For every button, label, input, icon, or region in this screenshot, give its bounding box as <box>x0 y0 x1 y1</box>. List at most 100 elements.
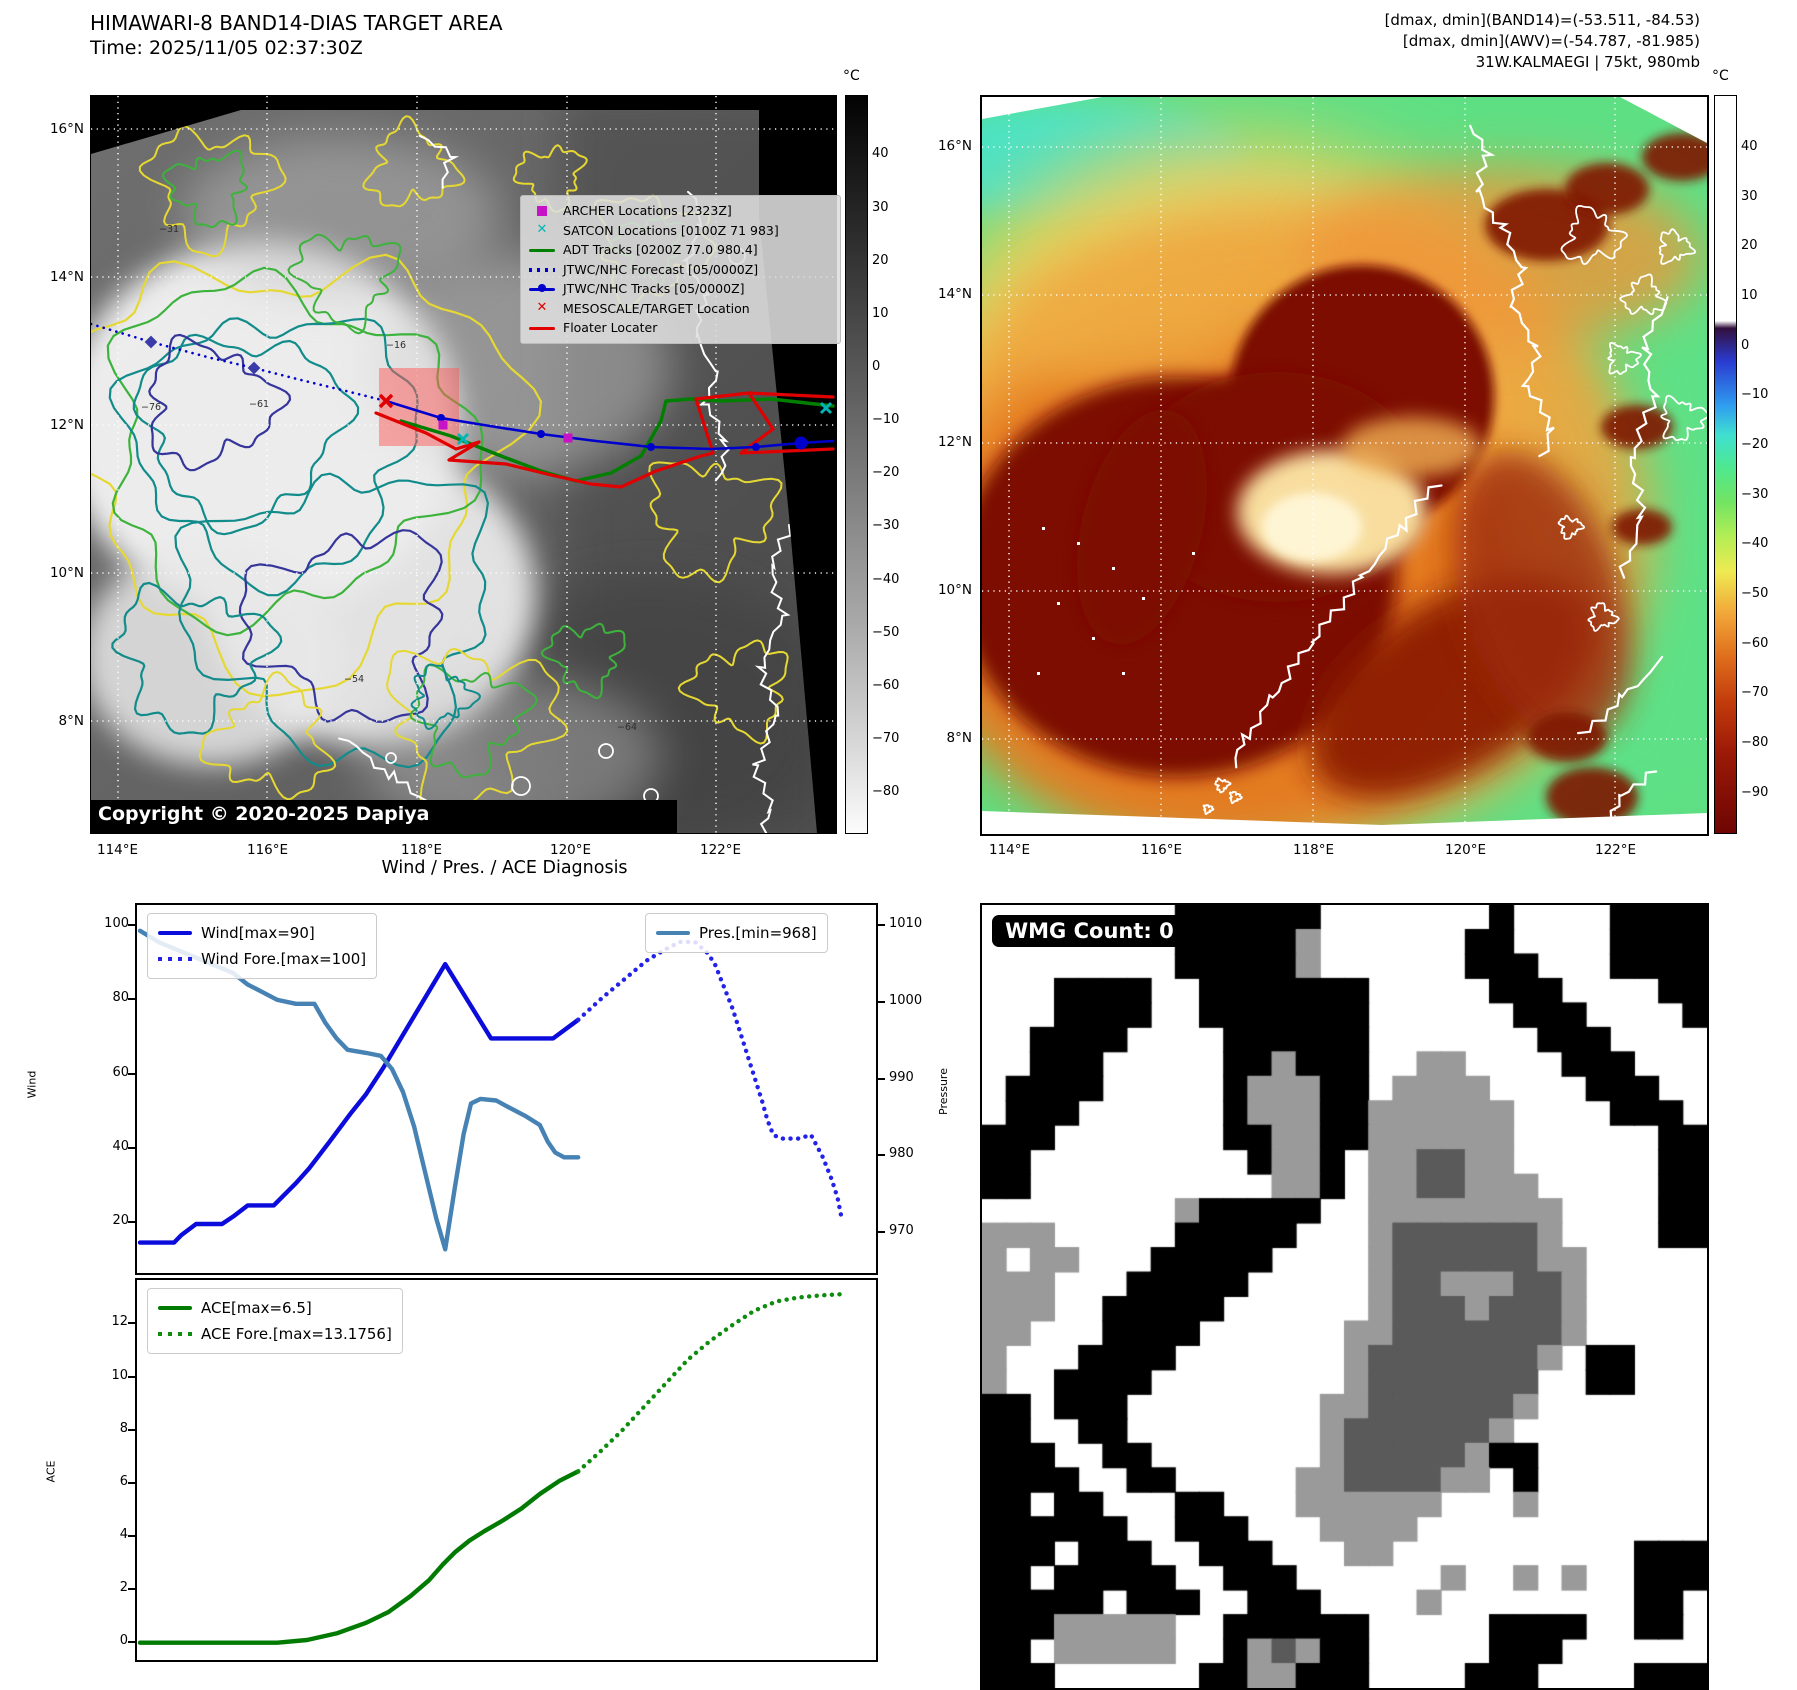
map-legend: ARCHER Locations [2323Z] ✕ SATCON Location… <box>520 195 841 344</box>
contour-value-label: −16 <box>386 340 407 351</box>
colorbar-tick-label: −50 <box>1741 586 1769 602</box>
legend-item-label: JTWC/NHC Forecast [05/0000Z] <box>563 261 759 277</box>
colorbar-tick-label: 20 <box>1741 238 1758 254</box>
colorbar-tick-label: 0 <box>872 358 881 374</box>
contour-value-label: −61 <box>249 399 270 410</box>
wind-tick-label: 100 <box>104 916 129 931</box>
dotted-line-symbol <box>158 951 192 967</box>
contour-value-label: −31 <box>159 224 180 235</box>
legend-item-label: Wind Fore.[max=100] <box>201 950 367 968</box>
contour-value-label: −54 <box>344 674 365 685</box>
legend-item-label: ACE[max=6.5] <box>201 1299 312 1317</box>
colorbar-tick-label: −60 <box>1741 635 1769 651</box>
legend-item: ACE[max=6.5] <box>158 1295 392 1321</box>
colorbar-tick-label: 40 <box>1741 139 1758 155</box>
lat-tick-label: 16°N <box>937 138 972 154</box>
legend-item-label: SATCON Locations [0100Z 71 983] <box>563 222 779 238</box>
lon-tick-label: 118°E <box>401 842 443 858</box>
wind-axis-label: Wind <box>25 1070 39 1099</box>
lon-tick-label: 122°E <box>700 842 742 858</box>
colorbar-tick-label: −20 <box>1741 437 1769 453</box>
header-left: HIMAWARI-8 BAND14-DIAS TARGET AREA Time:… <box>90 10 503 61</box>
legend-item-jtwc-track: JTWC/NHC Tracks [05/0000Z] <box>529 279 832 299</box>
tick-mark <box>128 1481 135 1484</box>
lat-tick-label: 8°N <box>946 730 972 746</box>
colorbar-tick-label: −30 <box>1741 486 1769 502</box>
line-symbol <box>656 925 690 941</box>
jtwc-forecast-symbol <box>529 262 555 276</box>
band14-colorbar <box>845 95 868 834</box>
copyright-bar: Copyright © 2020-2025 Dapiya <box>91 800 677 833</box>
colorbar-tick-label: 20 <box>872 252 889 268</box>
legend-item-satcon: ✕ SATCON Locations [0100Z 71 983] <box>529 221 832 241</box>
tick-mark <box>128 1587 135 1590</box>
tick-mark <box>128 1375 135 1378</box>
lat-tick-label: 10°N <box>937 582 972 598</box>
lon-tick-label: 120°E <box>1445 842 1487 858</box>
legend-item-label: MESOSCALE/TARGET Location <box>563 300 750 316</box>
wind-tick-label: 80 <box>112 990 129 1006</box>
legend-item-label: Pres.[min=968] <box>699 924 817 942</box>
lat-tick-label: 8°N <box>58 713 84 729</box>
legend-item-adt: ADT Tracks [0200Z 77.0 980.4] <box>529 240 832 260</box>
pressure-legend: Pres.[min=968] <box>645 913 828 953</box>
lon-tick-label: 118°E <box>1293 842 1335 858</box>
colorbar-tick-label: −40 <box>1741 536 1769 552</box>
page-title: HIMAWARI-8 BAND14-DIAS TARGET AREA <box>90 11 503 35</box>
legend-item-label: ARCHER Locations [2323Z] <box>563 203 732 219</box>
lat-tick-label: 14°N <box>49 269 84 285</box>
tick-mark <box>128 1428 135 1431</box>
copyright-text: Copyright © 2020-2025 Dapiya <box>98 803 430 825</box>
tick-mark <box>128 1534 135 1537</box>
lon-tick-label: 114°E <box>989 842 1031 858</box>
wind-tick-label: 40 <box>112 1138 129 1154</box>
band14-colorbar-unit: °C <box>843 68 860 84</box>
ace-axis-label: ACE <box>44 1460 58 1483</box>
lon-tick-label: 114°E <box>97 842 139 858</box>
line-symbol <box>158 1300 192 1316</box>
pressure-tick-label: 980 <box>889 1146 914 1162</box>
legend-item-label: JTWC/NHC Tracks [05/0000Z] <box>563 281 745 297</box>
pressure-tick-label: 1010 <box>889 916 923 931</box>
diagnosis-title: Wind / Pres. / ACE Diagnosis <box>381 858 628 878</box>
wmg-grid-image <box>982 905 1707 1688</box>
contour-value-label: −64 <box>617 722 638 733</box>
ir-colorbar <box>1714 95 1737 834</box>
colorbar-tick-label: −50 <box>872 624 900 640</box>
pressure-tick-label: 970 <box>889 1223 914 1238</box>
legend-item: Pres.[min=968] <box>656 920 817 946</box>
wind-legend: Wind[max=90] Wind Fore.[max=100] <box>147 913 378 979</box>
band14-map-panel: ARCHER Locations [2323Z] ✕ SATCON Location… <box>32 95 841 856</box>
contour-value-label: −76 <box>141 402 162 413</box>
ir-colorbar-unit: °C <box>1712 68 1729 84</box>
dmax-dmin-band14: [dmax, dmin](BAND14)=(-53.511, -84.53) <box>1384 11 1700 29</box>
ace-legend: ACE[max=6.5] ACE Fore.[max=13.1756] <box>147 1288 403 1354</box>
tick-mark <box>128 998 135 1001</box>
colorbar-tick-label: −40 <box>872 571 900 587</box>
line-symbol <box>158 925 192 941</box>
lon-tick-label: 116°E <box>1141 842 1183 858</box>
lat-tick-label: 12°N <box>937 434 972 450</box>
satcon-symbol: ✕ <box>536 222 548 238</box>
colorbar-tick-label: 30 <box>1741 188 1758 204</box>
colorbar-tick-label: −30 <box>872 518 900 534</box>
tick-mark <box>128 1146 135 1149</box>
colorbar-tick-label: 30 <box>872 199 889 215</box>
tick-mark <box>128 924 135 926</box>
wind-pressure-chart: Wind[max=90] Wind Fore.[max=100] Pres.[min… <box>135 903 878 1275</box>
pressure-tick-label: 990 <box>889 1069 914 1085</box>
wmg-panel: WMG Count: 0 <box>980 903 1709 1690</box>
jtwc-track-symbol <box>529 282 555 296</box>
colorbar-tick-label: −70 <box>1741 685 1769 701</box>
colorbar-tick-label: −10 <box>1741 387 1769 403</box>
lat-tick-label: 14°N <box>937 286 972 302</box>
legend-item: Wind Fore.[max=100] <box>158 946 366 972</box>
lon-tick-label: 120°E <box>550 842 592 858</box>
ir-map-panel <box>902 95 1732 847</box>
ace-tick-label: 2 <box>119 1579 128 1595</box>
ace-tick-label: 6 <box>119 1473 128 1489</box>
tick-mark <box>128 1322 135 1325</box>
colorbar-tick-label: −60 <box>872 677 900 693</box>
colorbar-tick-label: −90 <box>1741 784 1769 800</box>
tick-mark <box>878 1231 885 1233</box>
